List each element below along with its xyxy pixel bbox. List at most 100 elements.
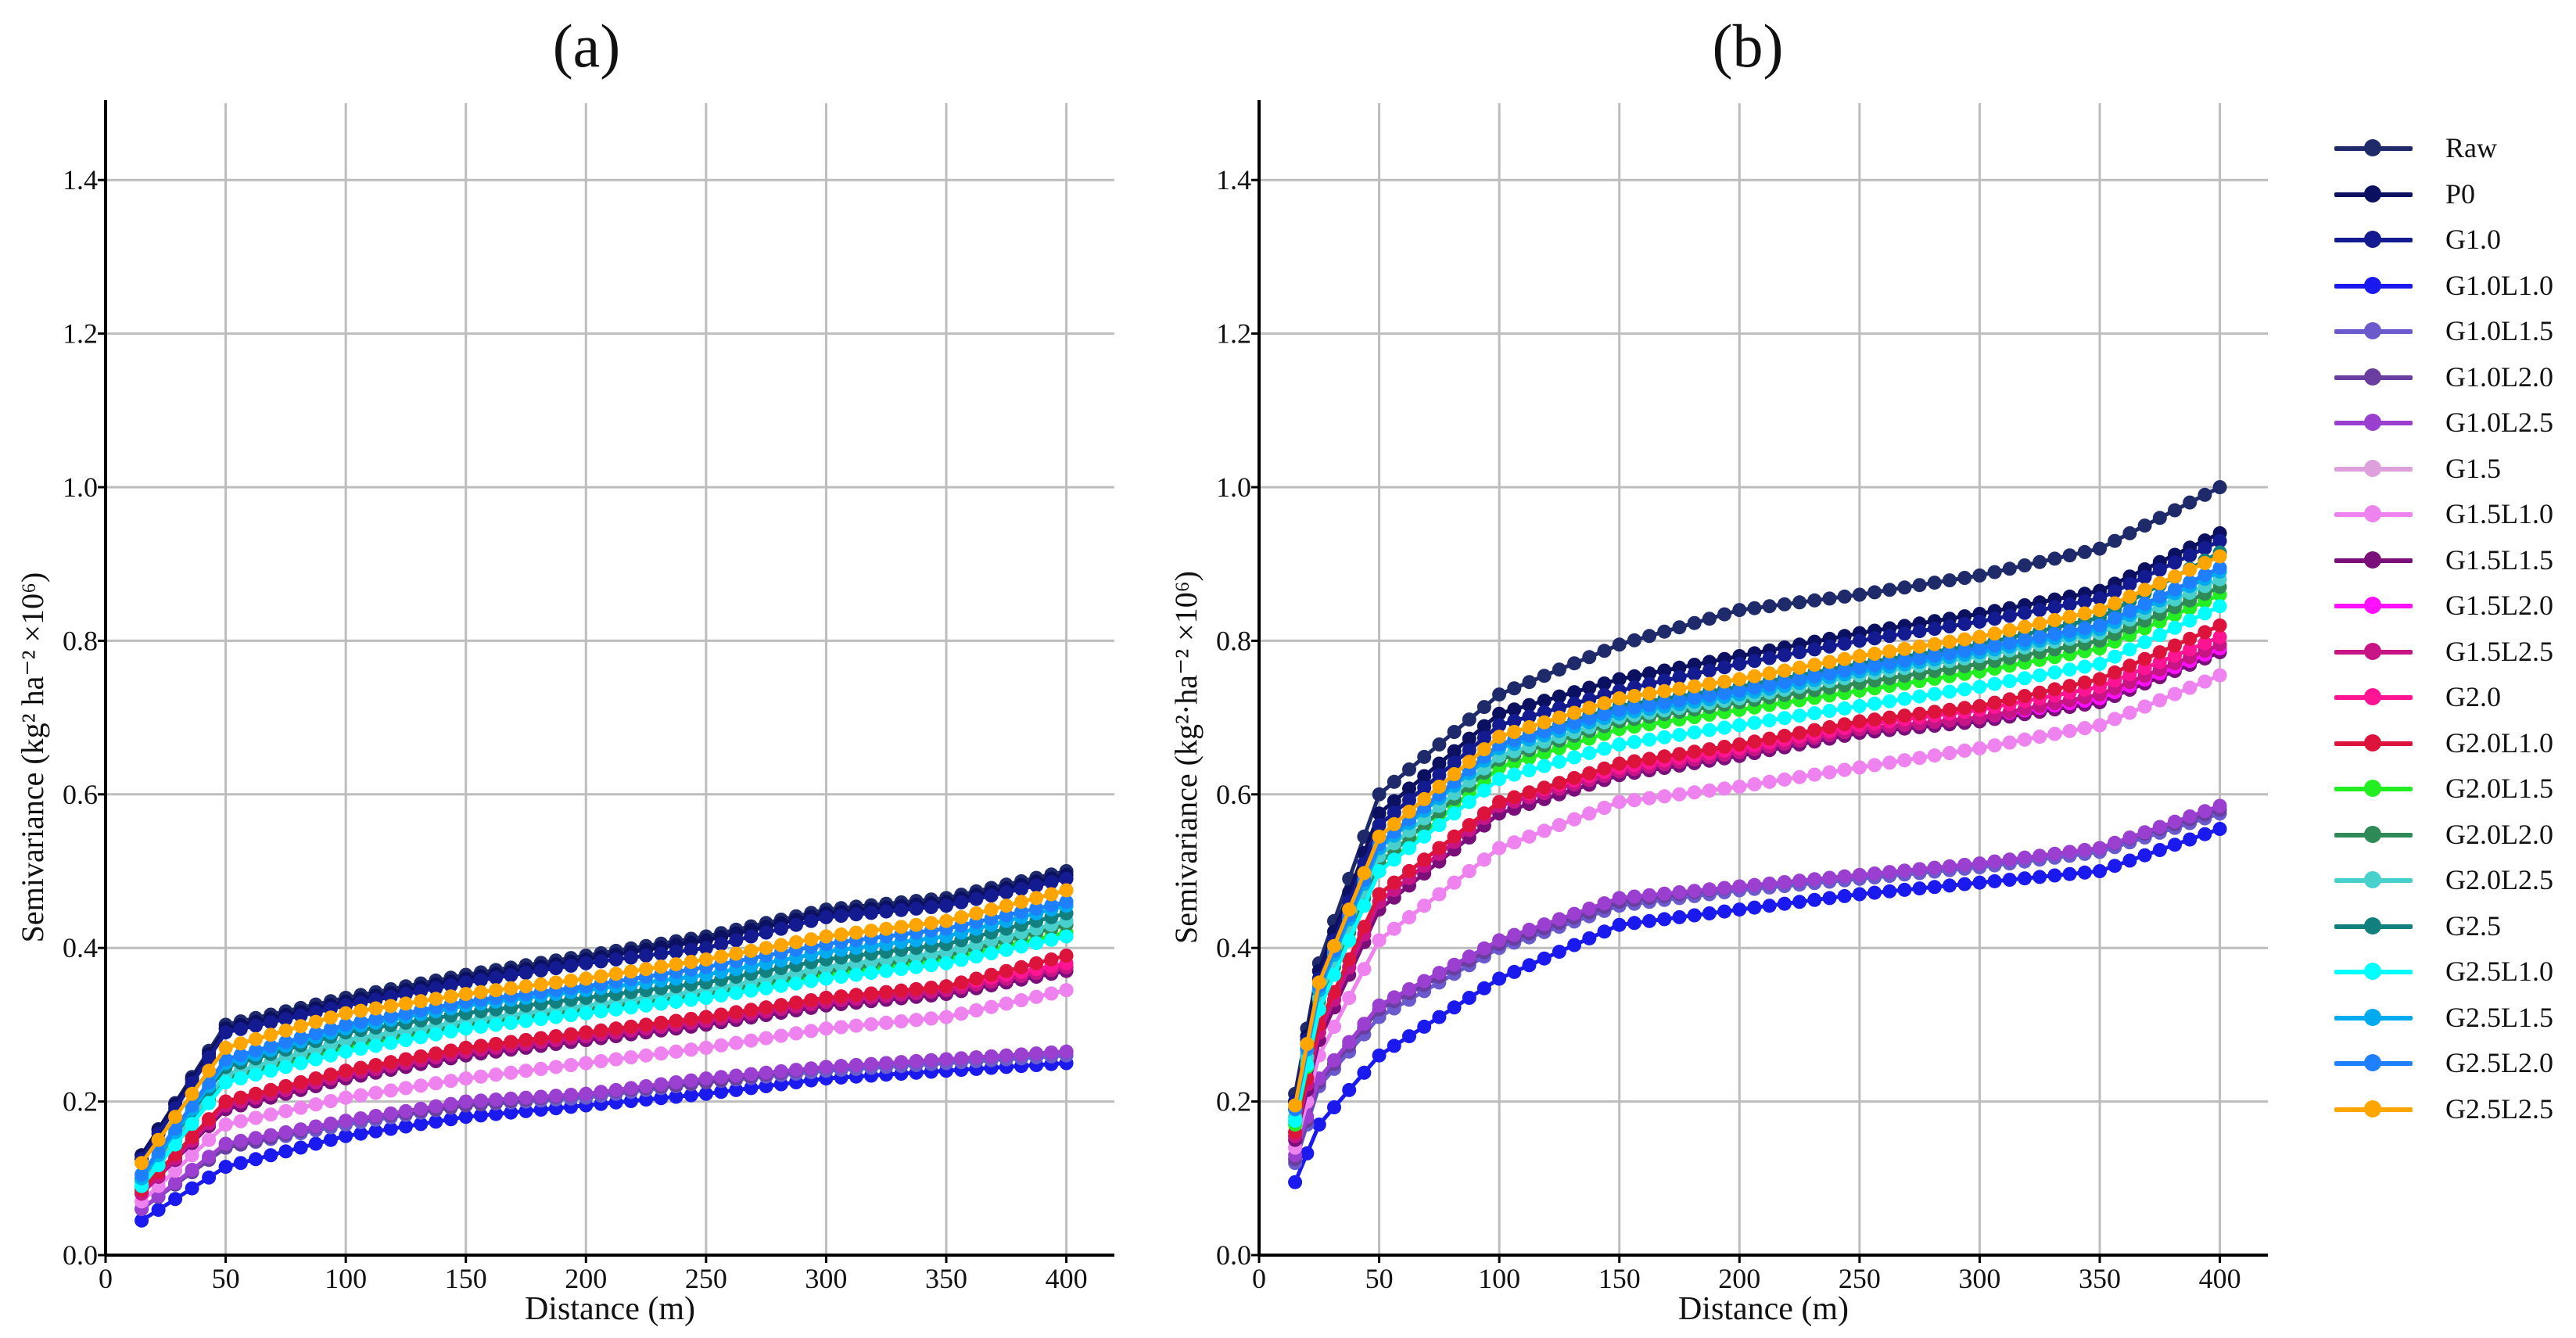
data-point (1792, 660, 1807, 675)
data-point (683, 955, 698, 969)
data-point (939, 899, 953, 913)
legend-label: G1.0L2.0 (2445, 361, 2553, 393)
data-point (773, 938, 788, 952)
data-point (2137, 825, 2152, 840)
legend-item: G1.5L1.5 (2334, 537, 2569, 583)
data-point (2077, 675, 2092, 690)
legend-label: G2.0 (2445, 681, 2501, 713)
data-point (759, 1079, 773, 1093)
legend-label: Raw (2445, 132, 2497, 164)
panel-a-chart: 0 50 100 150 200 250 300 350 400 0.0 0.2 0.4 0.6 0.8 1… (15, 100, 1114, 1327)
data-point (789, 995, 803, 1010)
legend-item: G2.0L1.0 (2334, 720, 2569, 766)
x-tick-label: 350 (2079, 1263, 2121, 1294)
data-point (594, 954, 608, 969)
data-point (308, 1026, 323, 1041)
data-point (1492, 772, 1507, 787)
data-point (2212, 561, 2227, 576)
data-point (654, 946, 669, 961)
data-point (2077, 865, 2092, 880)
data-point (1522, 958, 1537, 973)
data-point (2018, 558, 2032, 572)
data-point (804, 913, 819, 928)
data-point (1372, 998, 1387, 1013)
data-point (1357, 962, 1372, 977)
data-point (894, 1055, 909, 1070)
data-point (489, 970, 504, 985)
data-point (368, 1085, 383, 1100)
data-point (1492, 687, 1507, 702)
data-point (2197, 540, 2212, 555)
data-point (2152, 655, 2167, 669)
data-point (2032, 870, 2047, 884)
data-point (1732, 879, 1747, 894)
data-point (1867, 696, 1882, 711)
data-point (1462, 864, 1476, 878)
data-point (2212, 630, 2227, 644)
data-point (1852, 867, 1867, 882)
data-point (714, 1085, 729, 1099)
data-point (1612, 795, 1627, 809)
data-point (2062, 679, 2077, 694)
data-point (1987, 626, 2002, 641)
data-point (879, 985, 894, 999)
data-point (594, 1085, 608, 1099)
data-point (909, 1013, 924, 1028)
data-point (789, 917, 803, 932)
legend-label: G2.0L1.5 (2445, 773, 2553, 805)
data-point (1387, 794, 1401, 809)
data-point (1702, 676, 1717, 691)
data-point (264, 1082, 278, 1097)
data-point (1059, 929, 1074, 944)
data-point (1943, 634, 1957, 649)
data-point (429, 1076, 443, 1091)
data-point (683, 992, 698, 1007)
data-point (2062, 662, 2077, 677)
data-point (2197, 625, 2212, 640)
data-point (1327, 938, 1341, 953)
data-point (1897, 653, 1912, 668)
data-point (849, 967, 863, 982)
data-point (639, 998, 654, 1013)
data-point (489, 1067, 504, 1082)
legend-item: G1.5L2.0 (2334, 583, 2569, 629)
data-point (1912, 651, 1927, 665)
data-point (1642, 913, 1657, 928)
data-point (1342, 933, 1357, 948)
data-point (1807, 872, 1822, 887)
data-point (458, 987, 473, 1002)
data-point (999, 942, 1014, 957)
data-point (924, 1053, 938, 1067)
data-point (1672, 670, 1687, 684)
data-point (1822, 666, 1837, 681)
data-point (1402, 841, 1416, 856)
data-point (1897, 863, 1912, 878)
data-point (834, 989, 849, 1004)
legend-label: G2.5 (2445, 909, 2501, 942)
data-point (2122, 589, 2137, 604)
data-point (1642, 888, 1657, 902)
data-point (1432, 756, 1447, 771)
data-point (2183, 562, 2197, 577)
data-point (1792, 708, 1807, 723)
data-point (368, 1001, 383, 1016)
data-point (1357, 866, 1372, 881)
data-point (458, 1040, 473, 1055)
data-point (999, 963, 1014, 978)
data-point (1462, 949, 1476, 964)
y-axis-label: Semivariance (kg²·ha⁻² ×10⁶) (1168, 571, 1204, 944)
data-point (1044, 1046, 1059, 1060)
data-point (2137, 848, 2152, 863)
data-point (669, 1089, 683, 1104)
data-point (1507, 790, 1522, 805)
data-point (2168, 638, 2182, 653)
data-point (1357, 1017, 1372, 1031)
data-point (654, 1046, 669, 1061)
data-point (293, 1019, 308, 1034)
data-point (2152, 693, 2167, 708)
data-point (548, 1010, 563, 1024)
data-point (2212, 599, 2227, 614)
data-point (1642, 666, 1657, 681)
data-point (2122, 853, 2137, 868)
legend-swatch (2334, 274, 2413, 297)
